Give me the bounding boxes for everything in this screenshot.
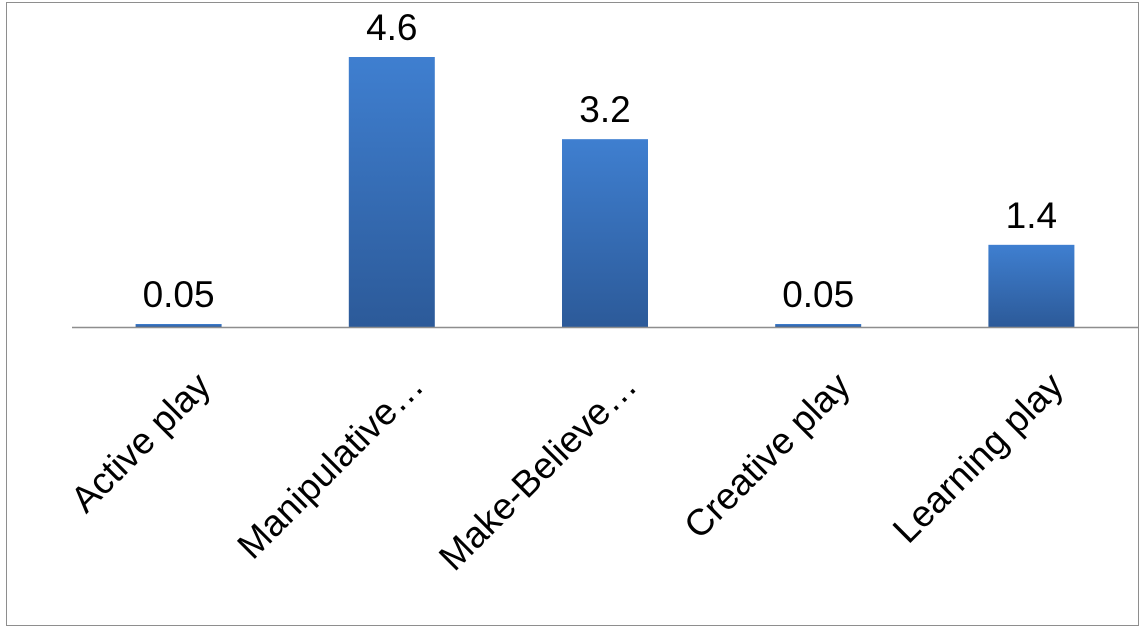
category-label-1: Manipulative…	[229, 365, 431, 567]
category-label-4: Learning play	[885, 364, 1071, 550]
data-label-0: 0.05	[143, 274, 215, 315]
bar-3	[775, 324, 862, 327]
category-labels-layer: Active play Manipulative… Make-Believe… Cre…	[63, 364, 1072, 578]
data-label-2: 3.2	[579, 89, 630, 130]
bar-0	[135, 324, 222, 327]
category-label-0: Active play	[63, 364, 219, 520]
data-label-4: 1.4	[1006, 195, 1057, 236]
category-label-3: Creative play	[676, 364, 858, 546]
data-label-1: 4.6	[366, 7, 417, 48]
data-labels-layer: 0.05 4.6 3.2 0.05 1.4	[143, 7, 1058, 315]
bars-layer	[135, 57, 1075, 327]
bar-1	[348, 57, 435, 327]
data-label-3: 0.05	[782, 274, 854, 315]
category-label-2: Make-Believe…	[431, 365, 645, 579]
bar-4	[988, 244, 1075, 327]
bar-2	[562, 139, 648, 327]
